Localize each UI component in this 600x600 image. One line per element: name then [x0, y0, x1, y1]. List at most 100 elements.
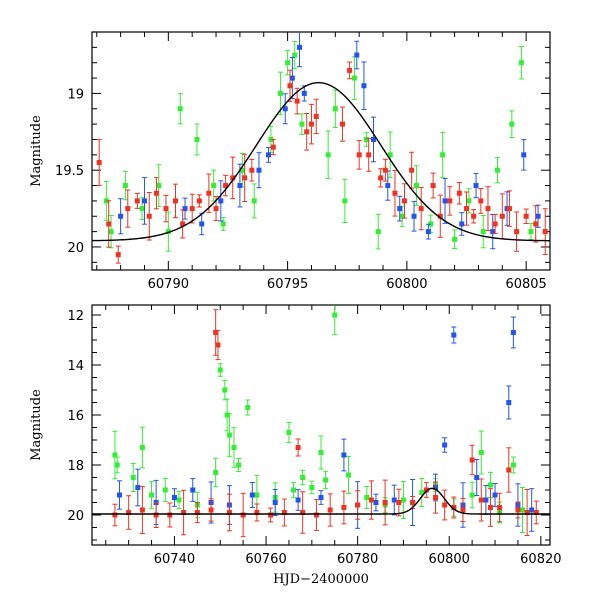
data-point — [291, 487, 297, 493]
data-point — [342, 198, 348, 204]
data-point — [474, 475, 480, 480]
y-tick-label: 18 — [67, 459, 84, 474]
data-point — [466, 198, 472, 204]
data-point — [460, 507, 466, 513]
data-point — [266, 152, 272, 158]
data-point — [172, 198, 178, 204]
data-point — [523, 213, 529, 219]
data-point — [270, 144, 276, 150]
data-point — [163, 206, 169, 212]
data-point — [218, 198, 224, 204]
data-point — [139, 206, 145, 212]
data-point — [497, 505, 503, 510]
data-point — [345, 472, 351, 478]
data-point — [272, 500, 278, 505]
data-point — [153, 512, 159, 518]
data-point — [309, 485, 315, 490]
data-point — [139, 507, 145, 513]
data-point — [208, 507, 214, 513]
data-point — [492, 221, 498, 227]
data-point — [433, 495, 438, 500]
data-point — [149, 492, 155, 498]
data-point — [182, 206, 188, 212]
data-point — [509, 121, 515, 127]
data-point — [375, 229, 381, 235]
data-point — [418, 206, 424, 212]
data-point — [189, 206, 195, 212]
data-point — [355, 502, 361, 508]
data-point — [213, 206, 219, 212]
data-point — [177, 106, 183, 112]
y-tick-label: 19 — [67, 87, 84, 102]
data-point — [304, 129, 310, 135]
x-tick-label: 60780 — [337, 552, 378, 567]
data-point — [294, 98, 300, 104]
data-point — [473, 183, 479, 189]
data-point — [469, 457, 475, 463]
data-point — [249, 167, 255, 173]
data-point — [423, 487, 429, 493]
data-point — [366, 152, 372, 158]
data-point — [254, 510, 260, 515]
data-point — [153, 190, 159, 196]
data-point — [194, 510, 200, 515]
data-points — [92, 32, 550, 264]
data-point — [370, 136, 376, 142]
data-point — [239, 167, 245, 173]
data-point — [351, 75, 357, 81]
x-tick-label: 60800 — [429, 552, 470, 567]
data-point — [520, 507, 526, 513]
data-point — [347, 67, 353, 73]
data-point — [286, 430, 292, 435]
data-point — [442, 442, 448, 448]
data-point — [451, 332, 457, 338]
data-point — [297, 44, 303, 50]
data-point — [226, 510, 232, 515]
data-point — [478, 497, 484, 503]
data-point — [332, 312, 338, 318]
data-point — [506, 206, 512, 212]
data-point — [396, 500, 402, 505]
y-tick-label: 20 — [67, 509, 84, 524]
data-point — [456, 190, 462, 196]
plot-frame — [91, 304, 551, 546]
data-point — [487, 505, 493, 510]
data-point — [442, 502, 448, 508]
data-point — [254, 492, 260, 498]
data-point — [230, 175, 236, 181]
y-tick-label: 14 — [67, 359, 84, 374]
data-point — [251, 198, 257, 204]
data-point — [430, 183, 436, 189]
data-point — [194, 136, 200, 142]
data-point — [409, 167, 415, 173]
data-point — [224, 412, 230, 418]
data-point — [495, 167, 501, 173]
data-point — [368, 497, 374, 503]
data-point — [299, 121, 305, 127]
data-point — [122, 183, 128, 189]
data-point — [240, 512, 246, 518]
y-axis-label: Magnitude — [29, 389, 44, 461]
data-point — [211, 183, 217, 189]
data-point — [514, 229, 520, 235]
data-point — [437, 213, 443, 219]
x-tick-label: 60800 — [386, 277, 427, 292]
data-point — [114, 462, 120, 468]
data-point — [528, 229, 534, 235]
data-point — [162, 487, 168, 493]
data-point — [425, 229, 431, 235]
data-point — [341, 505, 347, 510]
data-point — [281, 510, 287, 515]
data-point — [332, 106, 338, 112]
data-point — [199, 221, 205, 227]
data-point — [289, 75, 295, 81]
data-point — [135, 485, 141, 490]
data-point — [190, 487, 196, 493]
data-point — [292, 52, 298, 58]
data-point — [313, 512, 319, 518]
data-point — [356, 152, 362, 158]
data-point — [529, 507, 535, 513]
top-panel-zoomed-light-curve: 60790 60795 60800 60805 19 19.5 20 Magnitude — [29, 31, 551, 292]
data-point — [524, 510, 530, 515]
